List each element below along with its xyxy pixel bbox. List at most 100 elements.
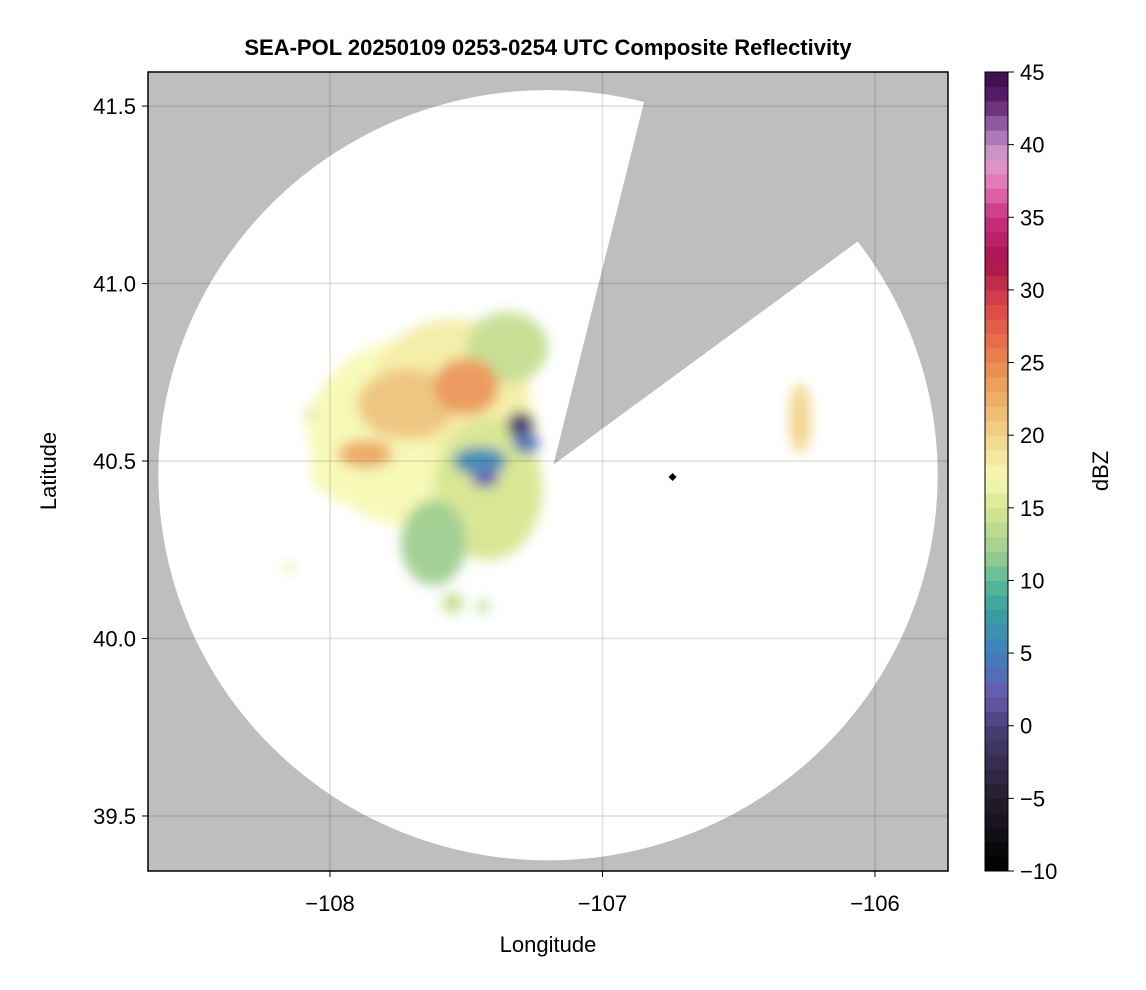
colorbar-tick-label: 0 bbox=[1020, 714, 1032, 739]
colorbar-segment bbox=[985, 202, 1008, 218]
colorbar-segment bbox=[985, 536, 1008, 552]
colorbar-segment bbox=[985, 594, 1008, 611]
colorbar-tick-label: −10 bbox=[1020, 859, 1057, 884]
colorbar-segment bbox=[985, 246, 1008, 262]
colorbar-tick-label: 40 bbox=[1020, 133, 1044, 158]
echo-region bbox=[305, 407, 317, 422]
x-tick-label: −106 bbox=[850, 891, 900, 916]
colorbar-segment bbox=[985, 565, 1008, 581]
colorbar-segment bbox=[985, 812, 1008, 828]
echo-region bbox=[357, 368, 456, 440]
colorbar-segment bbox=[985, 377, 1008, 393]
echo-region bbox=[452, 446, 508, 476]
plot-frame bbox=[147, 71, 949, 872]
colorbar-segment bbox=[985, 333, 1008, 349]
colorbar-segment bbox=[985, 130, 1008, 146]
y-tick-label: 41.0 bbox=[93, 272, 136, 297]
colorbar-segment bbox=[985, 217, 1008, 233]
colorbar-segment bbox=[985, 507, 1008, 523]
colorbar-segment bbox=[985, 449, 1008, 465]
colorbar-segment bbox=[985, 144, 1008, 160]
colorbar-segment bbox=[985, 362, 1008, 378]
colorbar-segment bbox=[985, 856, 1008, 872]
colorbar-segment bbox=[985, 667, 1008, 683]
colorbar-segment bbox=[985, 231, 1008, 247]
colorbar-tick-label: 5 bbox=[1020, 641, 1032, 666]
colorbar-segment bbox=[985, 798, 1008, 814]
colorbar-segment bbox=[985, 406, 1008, 422]
blocked-sector bbox=[553, 72, 948, 465]
colorbar-tick-label: 35 bbox=[1020, 205, 1044, 230]
colorbar-tick-label: 45 bbox=[1020, 60, 1044, 85]
x-tick-label: −107 bbox=[578, 891, 628, 916]
colorbar-ticks: −10 −5 0 5 10 15 20 25 30 35 40 45 bbox=[1008, 60, 1057, 884]
y-axis-label: Latitude bbox=[36, 432, 61, 510]
echo-region bbox=[400, 500, 467, 586]
colorbar-segment bbox=[985, 478, 1008, 494]
y-tick-label: 39.5 bbox=[93, 804, 136, 829]
colorbar-segment bbox=[985, 72, 1008, 88]
colorbar-segment bbox=[985, 696, 1008, 712]
colorbar-segment bbox=[985, 682, 1008, 698]
colorbar-segment bbox=[985, 420, 1008, 436]
colorbar-segment bbox=[985, 260, 1008, 276]
echo-region bbox=[283, 562, 295, 573]
colorbar-segment bbox=[985, 653, 1008, 669]
colorbar-segment bbox=[985, 522, 1008, 538]
colorbar-segment bbox=[985, 769, 1008, 785]
colorbar-segment bbox=[985, 159, 1008, 175]
colorbar-tick-label: 30 bbox=[1020, 278, 1044, 303]
colorbar-segment bbox=[985, 493, 1008, 509]
x-axis-label: Longitude bbox=[500, 932, 597, 957]
colorbar-tick-label: 15 bbox=[1020, 496, 1044, 521]
colorbar-tick-label: −5 bbox=[1020, 786, 1045, 811]
echo-region bbox=[441, 592, 464, 614]
colorbar-segment bbox=[985, 464, 1008, 480]
echo-region bbox=[477, 599, 489, 614]
echo-region bbox=[789, 382, 811, 454]
colorbar-segment bbox=[985, 638, 1008, 654]
colorbar-segment bbox=[985, 435, 1008, 451]
colorbar bbox=[985, 72, 1008, 872]
colorbar-label: dBZ bbox=[1088, 451, 1113, 491]
colorbar-segment bbox=[985, 101, 1008, 117]
colorbar-tick-label: 10 bbox=[1020, 568, 1044, 593]
colorbar-segment bbox=[985, 827, 1008, 843]
colorbar-segment bbox=[985, 740, 1008, 756]
x-axis-ticks: −108 −107 −106 bbox=[305, 871, 900, 916]
colorbar-segment bbox=[985, 173, 1008, 189]
colorbar-segment bbox=[985, 318, 1008, 334]
reflectivity-echoes bbox=[283, 311, 811, 614]
colorbar-segment bbox=[985, 348, 1008, 364]
colorbar-segment bbox=[985, 609, 1008, 625]
grid-lines bbox=[148, 72, 948, 871]
colorbar-segment bbox=[985, 580, 1008, 596]
chart-title: SEA-POL 20250109 0253-0254 UTC Composite… bbox=[244, 35, 852, 60]
colorbar-segment bbox=[985, 275, 1008, 291]
colorbar-segment bbox=[985, 754, 1008, 770]
y-axis-ticks: 39.5 40.0 40.5 41.0 41.5 bbox=[93, 94, 148, 829]
colorbar-segment bbox=[985, 289, 1008, 305]
echo-region bbox=[512, 432, 540, 454]
colorbar-tick-label: 25 bbox=[1020, 351, 1044, 376]
y-tick-label: 41.5 bbox=[93, 94, 136, 119]
x-tick-label: −108 bbox=[305, 891, 355, 916]
colorbar-segment bbox=[985, 841, 1008, 857]
colorbar-segment bbox=[985, 624, 1008, 640]
echo-region bbox=[433, 358, 499, 415]
colorbar-segment bbox=[985, 86, 1008, 102]
echo-region bbox=[338, 439, 393, 469]
colorbar-frame bbox=[984, 71, 1009, 872]
colorbar-segment bbox=[985, 188, 1008, 204]
y-tick-label: 40.0 bbox=[93, 627, 136, 652]
colorbar-segment bbox=[985, 725, 1008, 741]
colorbar-segment bbox=[985, 551, 1008, 567]
colorbar-segment bbox=[985, 115, 1008, 131]
echo-region bbox=[471, 469, 499, 488]
colorbar-segment bbox=[985, 304, 1008, 320]
colorbar-tick-label: 20 bbox=[1020, 423, 1044, 448]
colorbar-segment bbox=[985, 391, 1008, 407]
radar-site-marker bbox=[668, 473, 677, 482]
colorbar-segment bbox=[985, 783, 1008, 799]
